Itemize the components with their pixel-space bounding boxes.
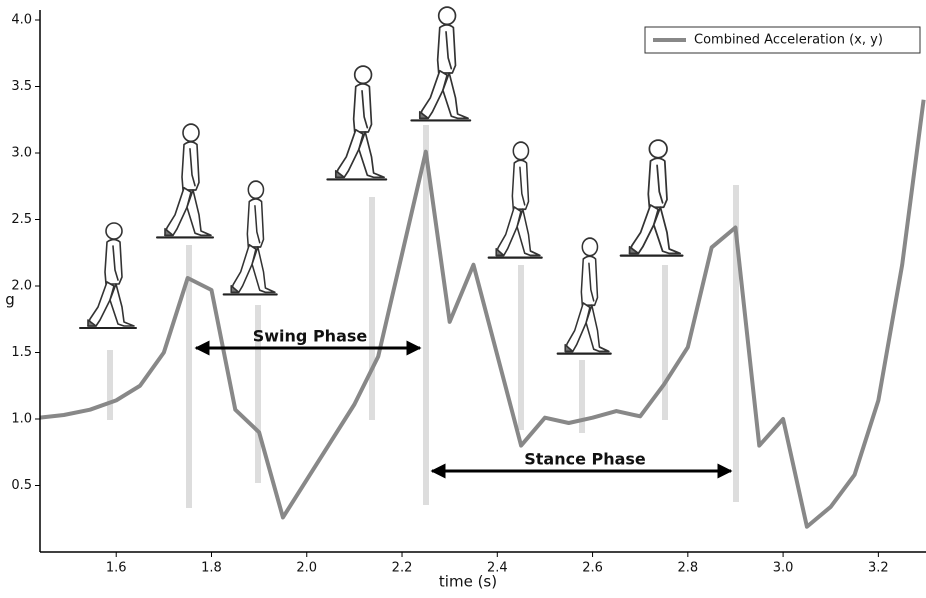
x-tick-label: 2.4	[487, 561, 508, 576]
x-tick-label: 3.0	[773, 561, 794, 576]
x-tick-label: 2.6	[582, 561, 603, 576]
y-tick-label: 4.0	[11, 13, 32, 28]
x-tick-label: 2.2	[392, 561, 413, 576]
y-tick-label: 1.0	[11, 412, 32, 427]
y-tick-label: 3.0	[11, 146, 32, 161]
annotation: Stance Phase	[524, 450, 646, 469]
x-tick-label: 3.2	[868, 561, 889, 576]
y-tick-label: 1.5	[11, 345, 32, 360]
y-tick-label: 2.5	[11, 212, 32, 227]
walking-figures	[80, 7, 682, 354]
chart: time (s) g Swing Phase Stance Phase Comb…	[0, 0, 926, 598]
x-tick-label: 2.0	[296, 561, 317, 576]
legend-label: Combined Acceleration (x, y)	[694, 33, 883, 48]
plot-area	[40, 100, 924, 527]
y-tick-label: 0.5	[11, 478, 32, 493]
x-tick-label: 1.6	[106, 561, 127, 576]
x-tick-label: 2.8	[677, 561, 698, 576]
annotation: Swing Phase	[253, 327, 368, 346]
legend: Combined Acceleration (x, y)	[645, 27, 920, 53]
y-tick-label: 2.0	[11, 279, 32, 294]
x-tick-label: 1.8	[201, 561, 222, 576]
y-tick-label: 3.5	[11, 79, 32, 94]
data-line	[40, 100, 924, 527]
